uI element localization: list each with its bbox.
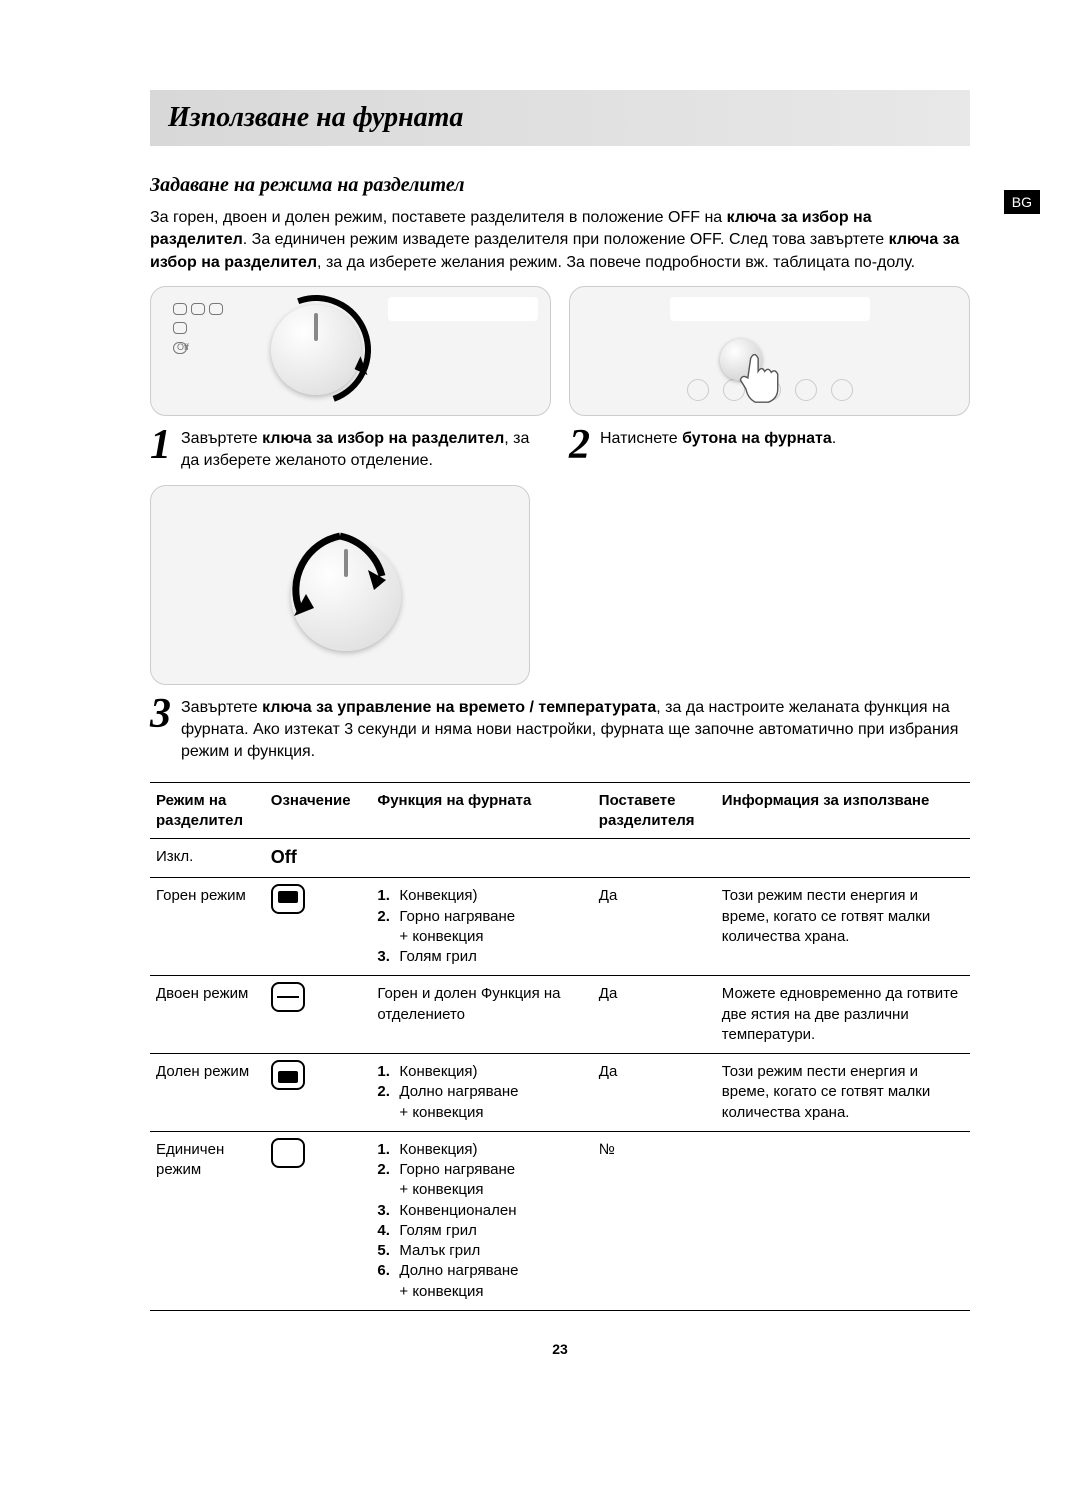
rotate-arrow-icon xyxy=(243,286,389,416)
dial-position-marks: Off xyxy=(171,301,225,355)
step1-illustration: Off xyxy=(150,286,551,416)
dual-compartment-icon xyxy=(271,982,305,1012)
display-placeholder xyxy=(388,297,538,321)
off-mark-text: Off xyxy=(271,847,297,867)
cell-info: Този режим пести енергия и време, когато… xyxy=(716,1054,970,1132)
modes-table: Режим на разделител Означение Функция на… xyxy=(150,782,970,1311)
cell-mode: Двоен режим xyxy=(150,976,265,1054)
cell-insert: № xyxy=(593,1131,716,1310)
language-tag: BG xyxy=(1004,190,1040,214)
cell-info: Този режим пести енергия и време, когато… xyxy=(716,878,970,976)
cell-mode: Единичен режим xyxy=(150,1131,265,1310)
cell-insert: Да xyxy=(593,976,716,1054)
cell-function: Горен и долен Функция на отделението xyxy=(371,976,592,1054)
th-mode: Режим на разделител xyxy=(150,783,265,839)
cell-mark xyxy=(265,1131,372,1310)
bidirectional-arrow-icon xyxy=(270,516,410,646)
cell-insert: Да xyxy=(593,1054,716,1132)
cell-insert xyxy=(593,839,716,878)
cell-mode: Изкл. xyxy=(150,839,265,878)
cell-function: 1.Конвекция)2.Горно нагряване+ конвекция… xyxy=(371,878,592,976)
cell-mark: Off xyxy=(265,839,372,878)
title-banner: Използване на фурната xyxy=(150,90,970,146)
cell-info xyxy=(716,1131,970,1310)
step-number-3: 3 xyxy=(150,693,171,735)
intro-paragraph: За горен, двоен и долен режим, поставете… xyxy=(150,207,970,274)
cell-mode: Долен режим xyxy=(150,1054,265,1132)
th-insert: Поставете разделителя xyxy=(593,783,716,839)
cell-mark xyxy=(265,878,372,976)
step-number-2: 2 xyxy=(569,424,590,466)
cell-function: 1.Конвекция)2.Долно нагряване+ конвекция xyxy=(371,1054,592,1132)
step3-text: Завъртете ключа за управление на времето… xyxy=(181,693,970,762)
section-heading: Задаване на режима на разделител xyxy=(150,174,970,197)
lower-compartment-icon xyxy=(271,1060,305,1090)
table-row: Единичен режим 1.Конвекция)2.Горно нагряв… xyxy=(150,1131,970,1310)
cell-function: 1.Конвекция)2.Горно нагряване+ конвекция… xyxy=(371,1131,592,1310)
table-row: Изкл. Off xyxy=(150,839,970,878)
table-row: Горен режим 1.Конвекция)2.Горно нагряване… xyxy=(150,878,970,976)
step1-text: Завъртете ключа за избор на разделител, … xyxy=(181,424,551,471)
step3-illustration xyxy=(150,485,530,685)
single-compartment-icon xyxy=(271,1138,305,1168)
press-hand-icon xyxy=(732,349,788,405)
step2-illustration xyxy=(569,286,970,416)
table-row: Двоен режим Горен и долен Функция на отде… xyxy=(150,976,970,1054)
cell-mark xyxy=(265,1054,372,1132)
cell-function xyxy=(371,839,592,878)
cell-mark xyxy=(265,976,372,1054)
th-info: Информация за използване xyxy=(716,783,970,839)
upper-compartment-icon xyxy=(271,884,305,914)
step2-text: Натиснете бутона на фурната. xyxy=(600,424,836,450)
cell-info xyxy=(716,839,970,878)
cell-insert: Да xyxy=(593,878,716,976)
cell-info: Можете едновременно да готвите две ястия… xyxy=(716,976,970,1054)
page-number: 23 xyxy=(150,1341,970,1357)
page-title: Използване на фурната xyxy=(168,102,952,134)
cell-mode: Горен режим xyxy=(150,878,265,976)
display-placeholder xyxy=(670,297,870,321)
table-row: Долен режим 1.Конвекция)2.Долно нагряване… xyxy=(150,1054,970,1132)
step-number-1: 1 xyxy=(150,424,171,466)
th-mark: Означение xyxy=(265,783,372,839)
th-func: Функция на фурната xyxy=(371,783,592,839)
